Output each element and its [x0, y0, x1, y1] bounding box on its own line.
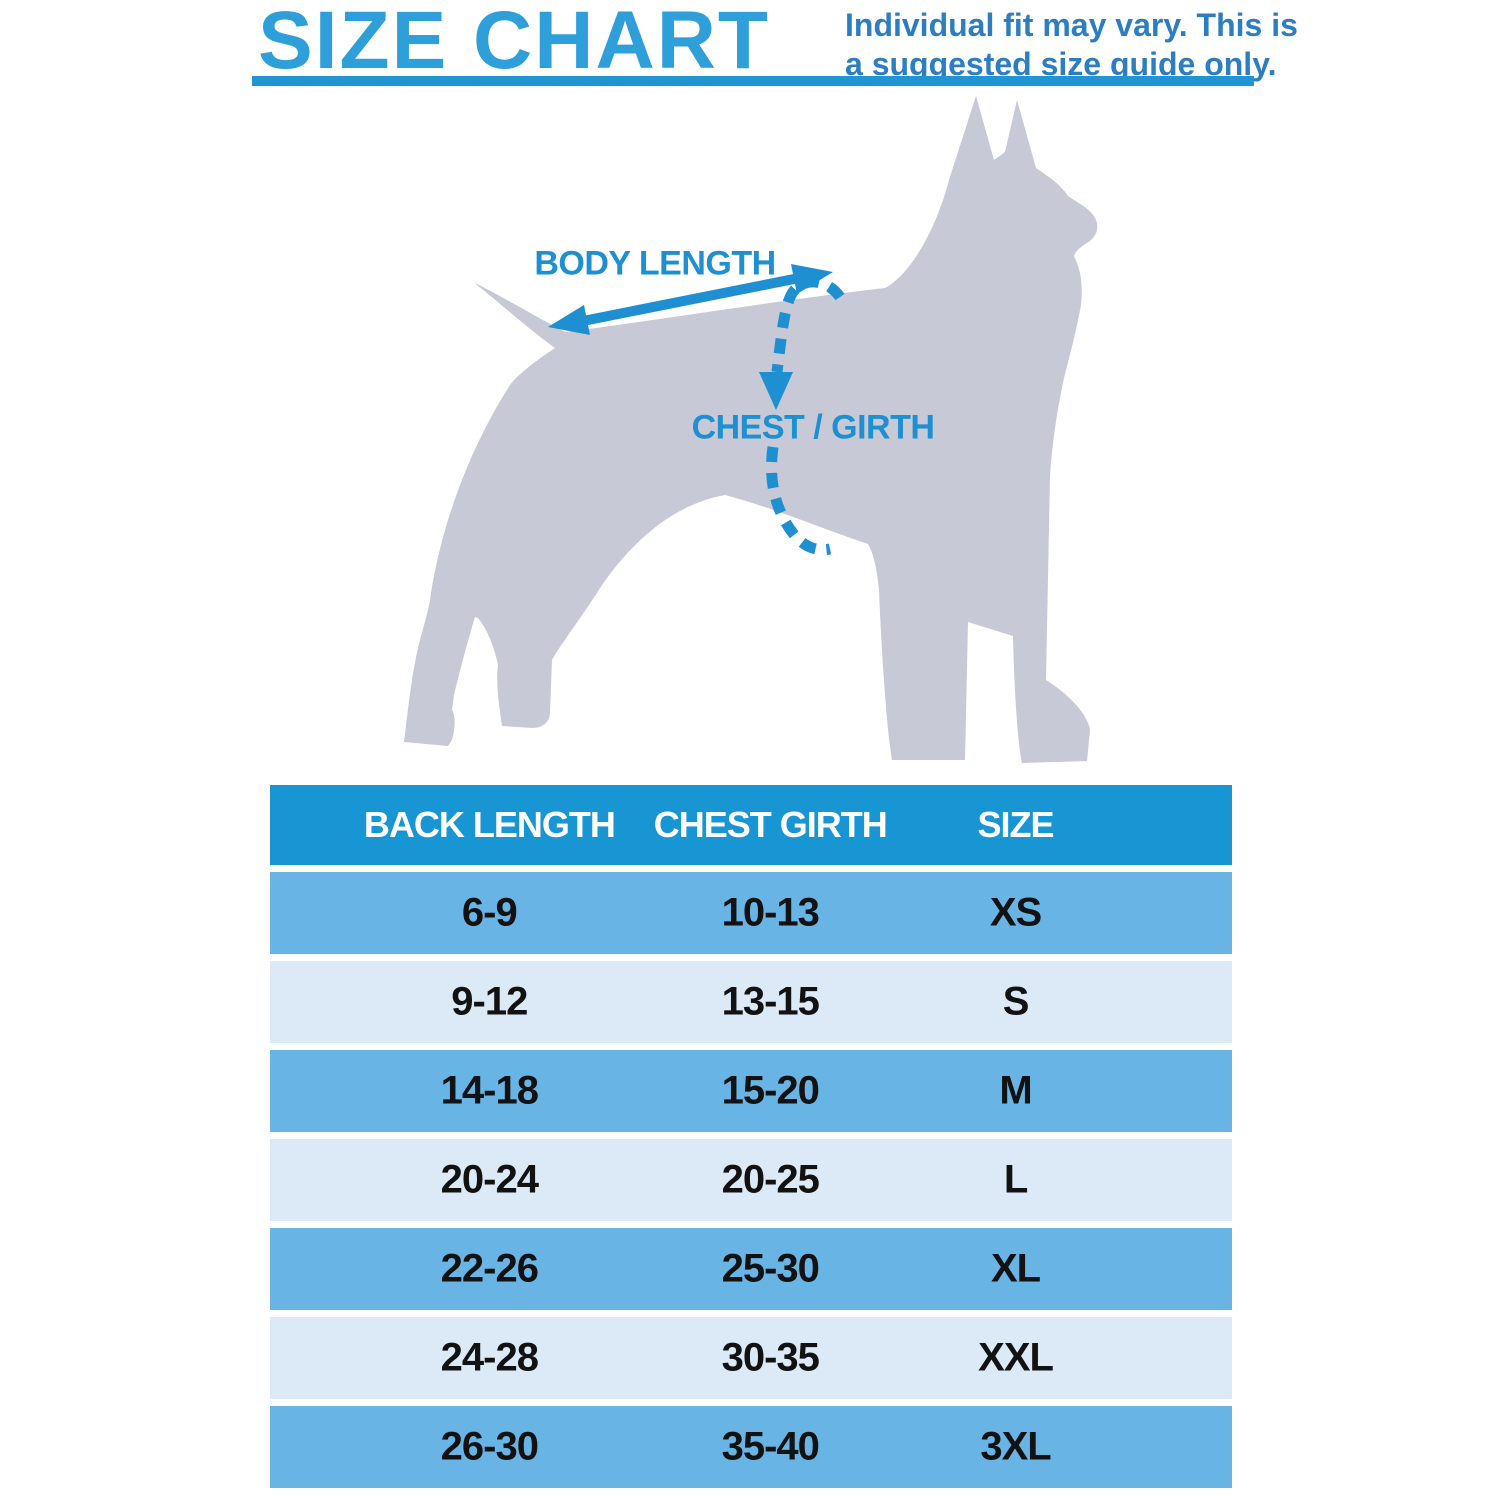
column-header-back-length: BACK LENGTH	[363, 804, 616, 845]
page-title: SIZE CHART	[258, 0, 770, 86]
boxer-dog-silhouette-icon	[404, 96, 1098, 763]
chest-girth-label: CHEST / GIRTH	[691, 408, 935, 447]
cell-size: M	[999, 1068, 1032, 1113]
table-row: 14-18 15-20 M	[270, 1050, 1232, 1132]
column-header-chest-girth: CHEST GIRTH	[653, 804, 888, 845]
table-row: 20-24 20-25 L	[270, 1139, 1232, 1221]
table-row: 26-30 35-40 3XL	[270, 1406, 1232, 1488]
cell-size: XXL	[978, 1335, 1054, 1380]
cell-back-length: 26-30	[440, 1424, 539, 1469]
cell-size: XL	[990, 1246, 1041, 1291]
table-row: 9-12 13-15 S	[270, 961, 1232, 1043]
cell-size: S	[1002, 979, 1030, 1024]
cell-chest-girth: 35-40	[721, 1424, 820, 1469]
cell-chest-girth: 10-13	[721, 890, 820, 935]
cell-chest-girth: 30-35	[721, 1335, 820, 1380]
cell-chest-girth: 15-20	[721, 1068, 820, 1113]
chest-girth-dashed-line-icon	[759, 276, 845, 556]
body-length-label: BODY LENGTH	[534, 244, 776, 283]
column-header-size: SIZE	[977, 804, 1055, 845]
cell-back-length: 14-18	[440, 1068, 539, 1113]
cell-back-length: 6-9	[461, 890, 518, 935]
title-underline	[252, 76, 1254, 86]
size-table: BACK LENGTH CHEST GIRTH SIZE 6-9 10-13 X…	[270, 785, 1232, 1488]
cell-chest-girth: 20-25	[721, 1157, 820, 1202]
cell-size: L	[1003, 1157, 1028, 1202]
cell-chest-girth: 13-15	[721, 979, 820, 1024]
table-row: 22-26 25-30 XL	[270, 1228, 1232, 1310]
cell-size: 3XL	[980, 1424, 1051, 1469]
table-header-row: BACK LENGTH CHEST GIRTH SIZE	[270, 785, 1232, 865]
table-row: 24-28 30-35 XXL	[270, 1317, 1232, 1399]
disclaimer-line-1: Individual fit may vary. This is	[845, 7, 1298, 43]
cell-back-length: 24-28	[440, 1335, 539, 1380]
cell-back-length: 20-24	[440, 1157, 539, 1202]
cell-size: XS	[989, 890, 1042, 935]
cell-chest-girth: 25-30	[721, 1246, 820, 1291]
table-row: 6-9 10-13 XS	[270, 872, 1232, 954]
cell-back-length: 22-26	[440, 1246, 539, 1291]
cell-back-length: 9-12	[451, 979, 528, 1024]
girth-arrowhead-icon	[759, 372, 793, 410]
